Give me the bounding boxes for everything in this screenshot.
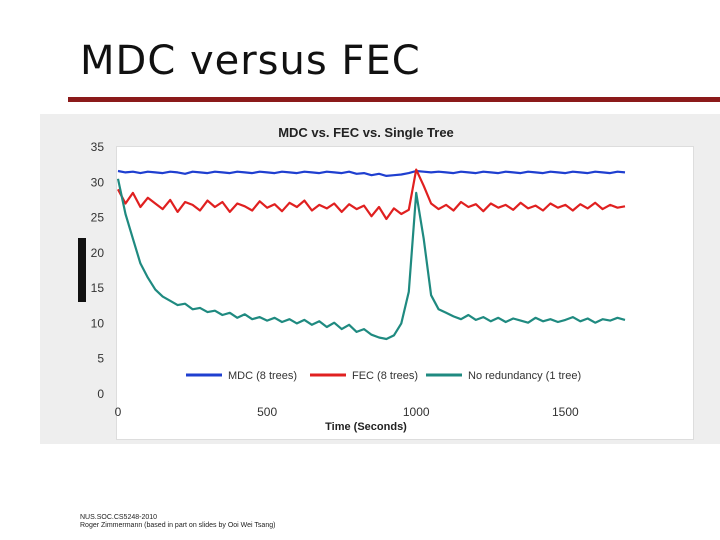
chart-title: MDC vs. FEC vs. Single Tree	[278, 125, 454, 140]
y-tick-label: 20	[91, 246, 105, 260]
plot-frame	[116, 146, 694, 440]
x-axis-label: Time (Seconds)	[325, 421, 407, 433]
series-line-1	[117, 169, 626, 178]
x-tick-label: 1500	[552, 405, 579, 419]
x-axis-ticks: 0 500 1000 1500	[115, 405, 579, 419]
legend-label: No redundancy (1 tree)	[468, 370, 581, 382]
slide-footer: NUS.SOC.CS5248-2010 Roger Zimmermann (ba…	[80, 514, 275, 530]
legend-label: MDC (8 trees)	[228, 370, 297, 382]
y-tick-label: 35	[91, 140, 105, 154]
legend: MDC (8 trees) FEC (8 trees) No redundancy …	[186, 370, 581, 382]
y-axis-ticks: 0 5 10 15 20 25 30 35	[91, 140, 105, 401]
y-tick-label: 5	[97, 352, 104, 366]
x-tick-label: 500	[257, 405, 277, 419]
series-line-3	[116, 178, 626, 341]
y-tick-label: 25	[91, 211, 105, 225]
y-tick-label: 10	[91, 316, 105, 330]
y-tick-label: 0	[97, 387, 104, 401]
y-tick-label: 30	[91, 175, 105, 189]
footer-course: NUS.SOC.CS5248-2010	[80, 514, 158, 521]
series-line-2	[117, 168, 626, 221]
title-divider	[68, 97, 720, 102]
left-marker-bar	[78, 238, 86, 302]
chart-area: MDC vs. FEC vs. Single Tree 0 5 10 15 20 25 30…	[40, 114, 720, 444]
series-group	[116, 168, 626, 341]
x-tick-label: 1000	[403, 405, 430, 419]
y-tick-label: 15	[91, 281, 105, 295]
x-tick-label: 0	[115, 405, 122, 419]
legend-label: FEC (8 trees)	[352, 370, 418, 382]
footer-credit: Roger Zimmermann (based in part on slide…	[80, 522, 276, 529]
slide-title: MDC versus FEC	[80, 38, 421, 84]
line-chart: MDC vs. FEC vs. Single Tree 0 5 10 15 20 25 30…	[91, 125, 626, 433]
